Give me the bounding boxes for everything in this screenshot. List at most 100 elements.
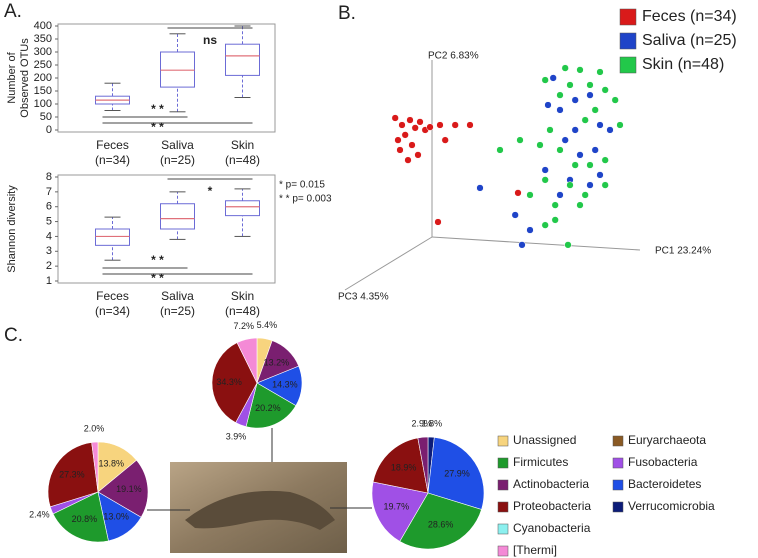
legend-swatch: [497, 457, 509, 469]
pc-axis: [431, 236, 641, 251]
legend-label: Bacteroidetes: [628, 477, 701, 491]
legend-label: Skin (n=48): [642, 56, 724, 73]
point: [398, 121, 406, 129]
slice-label: 27.9%: [444, 468, 470, 478]
pie-slice: [47, 442, 99, 508]
legend-label: Actinobacteria: [513, 477, 589, 491]
y-tick-label: 0: [46, 124, 52, 136]
point: [391, 114, 399, 122]
slice-label: 5.4%: [257, 320, 278, 330]
point: [564, 241, 572, 249]
point: [394, 136, 402, 144]
slice-label: 20.2%: [255, 403, 281, 413]
y-tick-label: 250: [34, 59, 52, 71]
point: [541, 176, 549, 184]
legend-label: Cyanobacteria: [513, 521, 591, 535]
point: [596, 121, 604, 129]
slice-label: 3.9%: [226, 431, 247, 441]
point: [581, 116, 589, 124]
point: [541, 221, 549, 229]
point: [436, 121, 444, 129]
significance-label: * *: [151, 120, 164, 134]
significance-label: * *: [151, 253, 164, 267]
point: [591, 106, 599, 114]
point: [551, 201, 559, 209]
legend-swatch: [497, 545, 509, 557]
legend-label: Proteobacteria: [513, 499, 591, 513]
point: [576, 66, 584, 74]
y-tick-label: 7: [46, 186, 52, 198]
point: [601, 181, 609, 189]
pie-slice: [417, 436, 429, 494]
pie-slice: [399, 492, 482, 550]
y-axis-label: Shannon diversity: [6, 185, 18, 273]
y-tick-label: 2: [46, 260, 52, 272]
pc-axis-label: PC2 6.83%: [428, 51, 479, 62]
y-tick-label: 300: [34, 46, 52, 58]
point: [571, 161, 579, 169]
point: [576, 151, 584, 159]
legend-label: [Thermi]: [513, 543, 557, 557]
slice-label: 2.4%: [29, 510, 50, 520]
point: [581, 191, 589, 199]
pie-slice: [372, 437, 429, 494]
legend-swatch: [619, 32, 637, 50]
legend-label: Fusobacteria: [628, 455, 698, 469]
point: [551, 216, 559, 224]
point: [404, 156, 412, 164]
point: [561, 136, 569, 144]
point: [601, 156, 609, 164]
plot-frame: [57, 174, 276, 284]
point: [511, 211, 519, 219]
legend-swatch: [619, 56, 637, 74]
p-value-note: * * p= 0.003: [279, 194, 332, 205]
y-tick-label: 150: [34, 85, 52, 97]
pc-axis-label: PC3 4.35%: [338, 292, 389, 303]
y-axis-label: Number of: [6, 51, 18, 103]
x-tick-sublabel: (n=34): [95, 153, 130, 167]
point: [414, 151, 422, 159]
point: [596, 171, 604, 179]
point: [556, 106, 564, 114]
y-tick-label: 6: [46, 201, 52, 213]
point: [571, 126, 579, 134]
y-tick-label: 1: [46, 275, 52, 287]
slice-label: 20.8%: [72, 514, 98, 524]
point: [556, 91, 564, 99]
point: [546, 126, 554, 134]
point: [451, 121, 459, 129]
point: [586, 81, 594, 89]
legend-label: Saliva (n=25): [642, 32, 737, 49]
point: [591, 146, 599, 154]
y-tick-label: 8: [46, 171, 52, 183]
point: [514, 189, 522, 197]
point: [611, 96, 619, 104]
point: [541, 166, 549, 174]
x-tick-label: Saliva: [161, 138, 194, 152]
point: [406, 116, 414, 124]
slice-label: 14.3%: [272, 379, 298, 389]
pie-slice: [97, 459, 149, 518]
legend-label: Unassigned: [513, 433, 576, 447]
significance-label: ns: [203, 33, 217, 47]
point: [401, 131, 409, 139]
point: [601, 86, 609, 94]
box: [225, 200, 260, 217]
point: [496, 146, 504, 154]
point: [596, 68, 604, 76]
pie-slice: [211, 342, 258, 424]
point: [416, 118, 424, 126]
point: [566, 81, 574, 89]
x-tick-sublabel: (n=48): [225, 153, 260, 167]
point: [549, 74, 557, 82]
pie-slice: [91, 441, 99, 493]
point: [586, 181, 594, 189]
slice-label: 27.3%: [59, 470, 85, 480]
point: [411, 124, 419, 132]
point: [466, 121, 474, 129]
significance-label: *: [208, 184, 213, 198]
legend-label: Verrucomicrobia: [628, 499, 715, 513]
box: [160, 203, 195, 230]
point: [556, 146, 564, 154]
